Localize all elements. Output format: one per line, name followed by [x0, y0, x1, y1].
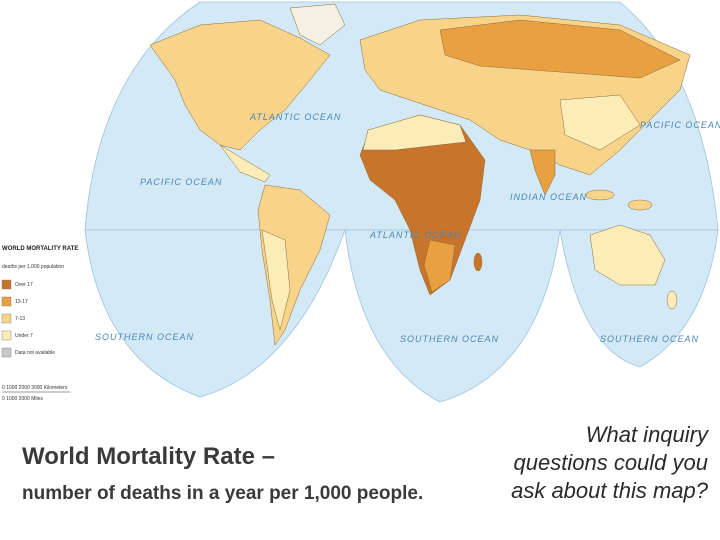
ocean-label: ATLANTIC OCEAN: [369, 230, 461, 240]
scale-mi: 0 1000 2000 Miles: [2, 396, 43, 402]
question-line: questions could you: [513, 450, 708, 475]
legend-swatch: [1, 279, 12, 290]
land: [149, 3, 691, 346]
ocean-label: ATLANTIC OCEAN: [249, 112, 341, 122]
ocean-label: PACIFIC OCEAN: [640, 120, 720, 130]
ocean-label: SOUTHERN OCEAN: [400, 334, 499, 344]
legend-item: Data not available: [15, 350, 55, 356]
legend-swatch: [1, 330, 12, 341]
legend-item: Over 17: [15, 282, 33, 288]
legend-swatch: [1, 347, 12, 358]
question-line: ask about this map?: [511, 478, 708, 503]
legend-subtitle: deaths per 1,000 population: [2, 264, 64, 270]
question: What inquiry questions could you ask about…: [511, 421, 708, 505]
legend-title: WORLD MORTALITY RATE: [2, 246, 78, 252]
world-map: PACIFIC OCEAN ATLANTIC OCEAN PACIFIC OCEAN…: [1, 1, 720, 403]
slide-description: number of deaths in a year per 1,000 peo…: [22, 483, 424, 504]
ocean-label: PACIFIC OCEAN: [140, 177, 222, 187]
legend-swatch: [1, 313, 12, 324]
ocean-label: INDIAN OCEAN: [510, 192, 587, 202]
legend-item: 13-17: [15, 299, 28, 305]
question-line: What inquiry: [585, 422, 708, 447]
scale-km: 0 1000 2000 3000 Kilometers: [2, 385, 68, 391]
ocean-label: SOUTHERN OCEAN: [95, 332, 194, 342]
slide-title: World Mortality Rate –: [22, 443, 275, 470]
legend-item: 7-13: [15, 316, 25, 322]
legend-swatch: [1, 296, 12, 307]
legend-item: Under 7: [15, 333, 33, 339]
ocean-label: SOUTHERN OCEAN: [600, 334, 699, 344]
